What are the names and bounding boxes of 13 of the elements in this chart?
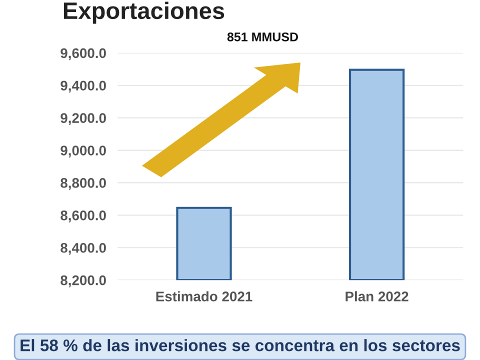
text: 851 MMUSD bbox=[227, 32, 298, 42]
y-tick-label: 8,800.0 bbox=[60, 178, 106, 190]
x-tick-label: Plan 2022 bbox=[346, 291, 408, 302]
y-tick-label: 9,400.0 bbox=[60, 80, 106, 93]
y-tick-label: 8,600.0 bbox=[60, 210, 106, 222]
y-tick-label: 9,000.0 bbox=[60, 146, 106, 158]
chart-title: Exportaciones bbox=[64, 2, 224, 24]
y-tick-label: 9,200.0 bbox=[60, 113, 106, 126]
y-tick-label: 9,600.0 bbox=[60, 48, 106, 60]
text: El 58 % de las inversiones se concentra en los sectores bbox=[20, 339, 460, 352]
y-tick-label: 8,400.0 bbox=[60, 242, 106, 255]
y-tick-label: 8,200.0 bbox=[60, 275, 106, 288]
x-tick-label: Estimado 2021 bbox=[156, 291, 252, 302]
